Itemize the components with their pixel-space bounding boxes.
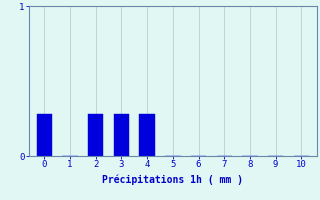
X-axis label: Précipitations 1h ( mm ): Précipitations 1h ( mm ) (102, 175, 243, 185)
Bar (36, 114, 52, 156)
Bar (88, 114, 103, 156)
Bar (114, 114, 129, 156)
Bar (140, 114, 155, 156)
